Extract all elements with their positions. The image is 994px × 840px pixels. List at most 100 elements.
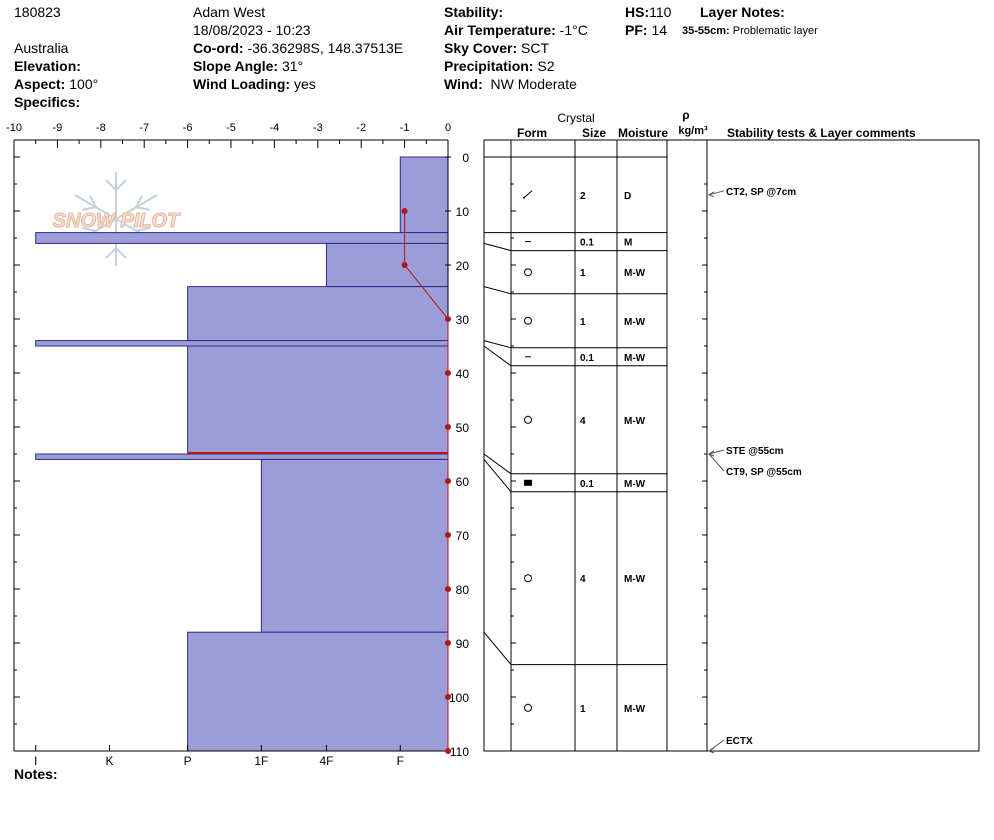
layer-notes-label: Layer Notes: [700, 4, 785, 20]
hardness-bar [187, 286, 449, 342]
moisture-cell: M-W [624, 268, 646, 279]
temperature-point [445, 640, 451, 646]
rho-header: ρ [682, 108, 689, 122]
observer-name: Adam West [193, 4, 266, 20]
coordinates: Co-ord: -36.36298S, 148.37513E [193, 40, 404, 56]
wind-loading: Wind Loading: yes [193, 76, 316, 92]
notes-label: Notes: [14, 766, 58, 782]
snowpilot-logo: SNOW PILOT [52, 172, 182, 266]
depth-connector [483, 459, 512, 493]
temperature-point [445, 478, 451, 484]
hardness-bar [399, 156, 449, 234]
hardness-bar [35, 453, 449, 460]
rounded-grain-icon [524, 316, 532, 325]
temperature-point [445, 748, 451, 754]
country: Australia [14, 40, 69, 56]
temperature-point [401, 262, 408, 268]
snow-height: HS:110 [625, 4, 672, 20]
elevation-label: Elevation: [14, 58, 81, 74]
arrow-head-icon [707, 191, 715, 198]
crystal-size-cell: 1 [580, 704, 586, 715]
temp-tick-label: -4 [270, 122, 280, 134]
arrow-head-icon [707, 747, 715, 754]
stability-test-label: STE @55cm [726, 446, 784, 457]
depth-connector [483, 631, 512, 665]
depth-tick-label: 60 [456, 475, 470, 489]
depth-tick-label: 90 [456, 637, 470, 651]
temp-tick-label: -10 [6, 122, 22, 134]
stability-label: Stability: [444, 4, 504, 20]
depth-tick-label: 110 [450, 745, 469, 759]
temperature-point [401, 208, 408, 214]
crystal-size-cell: 0.1 [580, 353, 594, 364]
temp-tick-label: -8 [96, 122, 106, 134]
depth-connector [483, 453, 512, 475]
size-header: Size [582, 126, 606, 140]
crystal-size-cell: 1 [580, 317, 586, 328]
stability-test-pointer [708, 449, 725, 455]
stability-header: Stability tests & Layer comments [727, 126, 916, 140]
hardness-bar [260, 458, 449, 633]
ice-layer-icon [524, 479, 532, 486]
specifics-label: Specifics: [14, 94, 81, 110]
wind: Wind: NW Moderate [444, 76, 577, 92]
hardness-bar [187, 631, 449, 752]
hardness-bar [35, 340, 449, 347]
temperature-point [445, 370, 451, 376]
depth-connector [483, 345, 512, 367]
density-unit-header: kg/m³ [678, 125, 708, 137]
depth-tick-label: 30 [456, 313, 470, 327]
temp-tick-label: 0 [445, 122, 451, 134]
moisture-cell: D [624, 191, 631, 202]
temperature-point [445, 316, 451, 322]
crystal-size-cell: 1 [580, 268, 586, 279]
depth-tick-label: 100 [449, 691, 469, 705]
hardness-bar [187, 345, 449, 455]
stability-test-label: CT2, SP @7cm [726, 187, 796, 198]
sky-cover: Sky Cover: SCT [444, 40, 550, 56]
aspect: Aspect: 100° [14, 76, 99, 92]
hardness-bar [35, 232, 449, 244]
moisture-cell: M-W [624, 479, 646, 490]
slope-angle: Slope Angle: 31° [193, 58, 304, 74]
crystal-size-cell: 0.1 [580, 479, 594, 490]
hardness-bar [325, 242, 449, 288]
arrow-head-icon [707, 450, 715, 457]
hardness-tick-label: 1F [254, 754, 268, 768]
temp-tick-label: -7 [139, 122, 149, 134]
stability-test-pointer [708, 190, 725, 196]
layer-note: 35-55cm: Problematic layer [682, 25, 818, 37]
depth-tick-label: 20 [456, 259, 470, 273]
temp-tick-label: -6 [183, 122, 193, 134]
temp-tick-label: -1 [400, 122, 410, 134]
stability-test-pointer [708, 453, 725, 472]
moisture-cell: M-W [624, 317, 646, 328]
table-frame [483, 139, 980, 752]
stability-test-label: CT9, SP @55cm [726, 467, 802, 478]
depth-tick-label: 50 [456, 421, 470, 435]
crystal-size-cell: 0.1 [580, 238, 594, 249]
rounded-grain-icon [524, 268, 532, 277]
crystal-size-cell: 4 [580, 416, 586, 427]
hardness-tick-label: I [34, 754, 37, 768]
profile-id: 180823 [14, 4, 61, 20]
depth-connector [483, 286, 512, 295]
moisture-cell: M [624, 238, 632, 249]
rounded-grain-icon [524, 574, 532, 583]
moisture-cell: M-W [624, 574, 646, 585]
observation-datetime: 18/08/2023 - 10:23 [193, 22, 311, 38]
rounded-grain-icon [524, 415, 532, 424]
form-header: Form [517, 126, 547, 140]
crystal-header: Crystal [557, 111, 594, 125]
hardness-tick-label: P [184, 754, 192, 768]
snowpilot-logo-text: SNOW PILOT [53, 210, 181, 232]
precipitation: Precipitation: S2 [444, 58, 555, 74]
hardness-tick-label: 4F [319, 754, 333, 768]
temp-tick-label: -3 [313, 122, 323, 134]
temperature-point [445, 532, 451, 538]
temperature-point [445, 694, 451, 700]
temp-tick-label: -9 [53, 122, 63, 134]
stability-test-label: ECTX [726, 736, 753, 747]
temperature-point [445, 586, 451, 592]
depth-tick-label: 80 [456, 583, 470, 597]
